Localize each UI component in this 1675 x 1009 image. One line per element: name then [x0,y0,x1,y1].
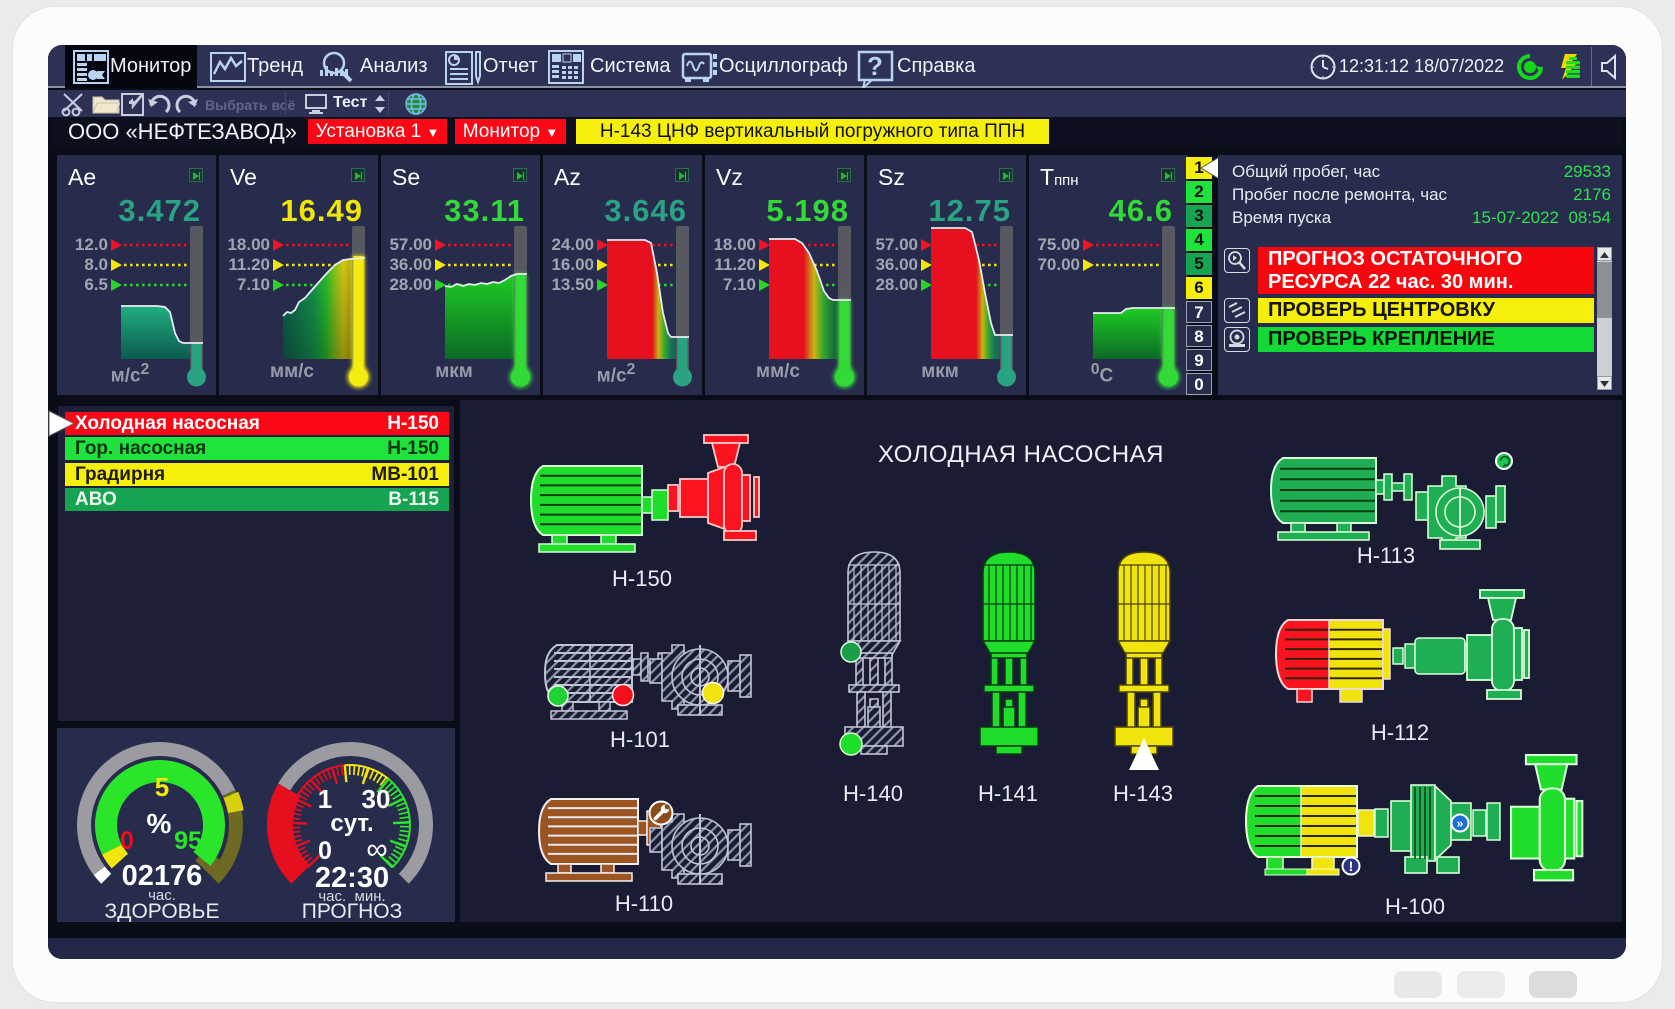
svg-text:0: 0 [120,827,134,855]
svg-text:30: 30 [362,784,391,814]
svg-text:95: 95 [174,827,202,855]
svg-text:Н-110: Н-110 [615,891,673,916]
svg-text:»: » [1457,817,1464,831]
svg-text:0: 0 [318,837,332,865]
svg-text:Н-100: Н-100 [1385,894,1445,919]
svg-text:Н-101: Н-101 [610,727,670,752]
svg-text:02176: 02176 [122,860,203,892]
svg-text:ХОЛОДНАЯ НАСОСНАЯ: ХОЛОДНАЯ НАСОСНАЯ [878,441,1164,468]
svg-text:сут.: сут. [330,810,373,837]
svg-text:∞: ∞ [366,833,387,866]
svg-text:ПРОГНОЗ: ПРОГНОЗ [302,900,403,922]
svg-text:Н-140: Н-140 [843,781,903,806]
svg-text:Н-113: Н-113 [1357,543,1415,568]
svg-text:1: 1 [318,784,332,814]
svg-text:ЗДОРОВЬЕ: ЗДОРОВЬЕ [105,900,220,922]
svg-text:Н-112: Н-112 [1371,720,1429,745]
svg-text:час. мин.: час. мин. [318,888,385,905]
svg-text:%: % [147,808,172,839]
svg-text:Н-150: Н-150 [612,566,672,591]
svg-text:!: ! [1349,858,1354,874]
svg-text:Н-141: Н-141 [978,781,1038,806]
svg-text:Н-143: Н-143 [1113,781,1173,806]
svg-text:?: ? [867,51,883,81]
svg-text:22:30: 22:30 [315,862,389,894]
svg-text:час.: час. [148,887,176,904]
svg-text:5: 5 [155,772,169,802]
